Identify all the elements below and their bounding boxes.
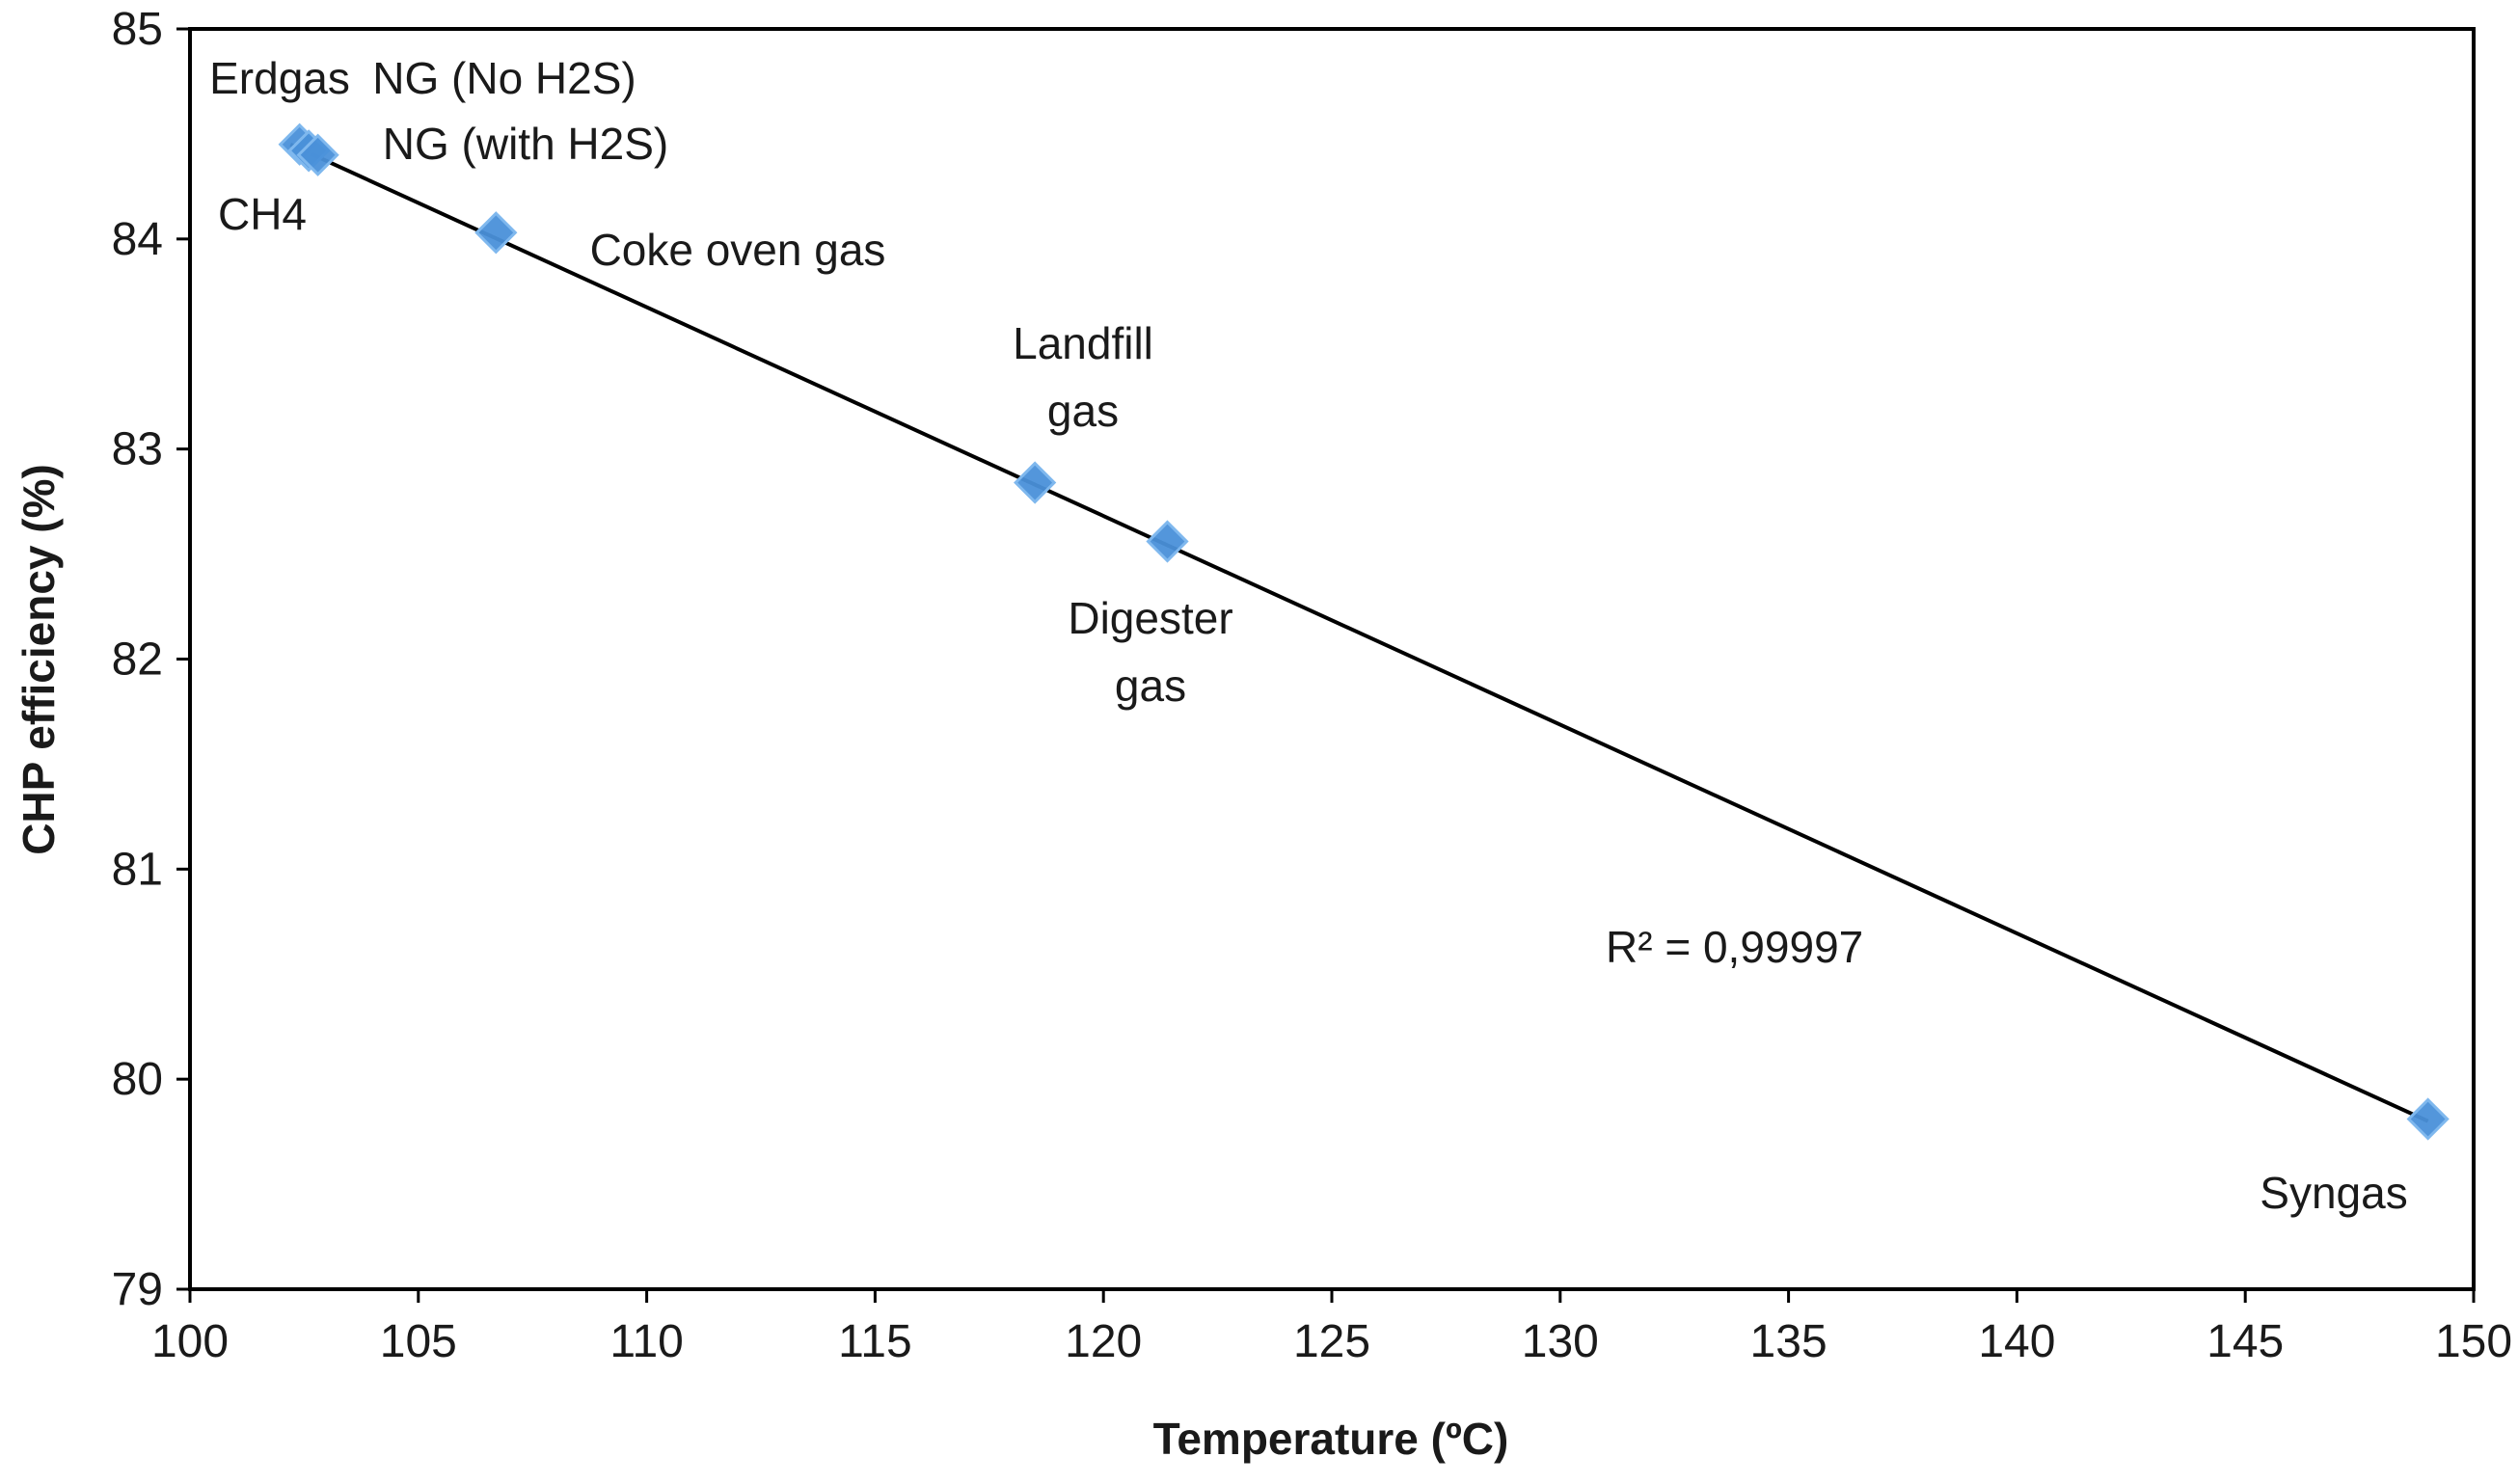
x-tick-label: 105 <box>380 1316 457 1367</box>
point-label: gas <box>1047 386 1119 436</box>
x-tick-label: 115 <box>838 1316 912 1367</box>
point-label: NG (No H2S) <box>372 53 636 103</box>
y-tick-label: 82 <box>112 634 163 686</box>
x-tick-label: 135 <box>1750 1316 1828 1367</box>
y-tick-label: 80 <box>112 1054 163 1105</box>
data-point <box>1014 461 1057 504</box>
x-tick-label: 140 <box>1978 1316 2055 1367</box>
x-tick-label: 145 <box>2207 1316 2284 1367</box>
plot-area-frame <box>188 27 2476 1291</box>
point-label: NG (with H2S) <box>383 119 668 169</box>
data-point <box>2406 1097 2450 1141</box>
point-label: Landfill <box>1013 318 1153 368</box>
x-tick-label: 125 <box>1293 1316 1370 1367</box>
y-axis-title: CHP efficiency (%) <box>14 464 64 855</box>
y-tick-label: 84 <box>112 214 163 265</box>
x-tick-label: 110 <box>609 1316 684 1367</box>
data-point <box>474 211 518 255</box>
x-axis-title: Temperature (ºC) <box>1153 1414 1509 1464</box>
point-label: Coke oven gas <box>590 225 886 275</box>
point-label: CH4 <box>218 189 307 239</box>
x-tick-label: 150 <box>2435 1316 2512 1367</box>
point-label: gas <box>1115 661 1186 711</box>
y-tick-label: 83 <box>112 424 163 475</box>
r-squared-label: R² = 0,99997 <box>1606 922 1863 972</box>
y-tick-label: 79 <box>112 1264 163 1315</box>
point-label: Syngas <box>2260 1168 2407 1218</box>
trendline <box>289 142 2429 1123</box>
point-label: Erdgas <box>209 53 350 103</box>
x-tick-label: 130 <box>1522 1316 1599 1367</box>
x-tick-label: 120 <box>1065 1316 1142 1367</box>
y-tick-label: 85 <box>112 4 163 55</box>
point-label: Digester <box>1068 593 1232 643</box>
data-point <box>296 133 339 176</box>
x-tick-label: 100 <box>151 1316 229 1367</box>
y-tick-label: 81 <box>112 844 163 895</box>
data-point <box>1146 520 1189 563</box>
